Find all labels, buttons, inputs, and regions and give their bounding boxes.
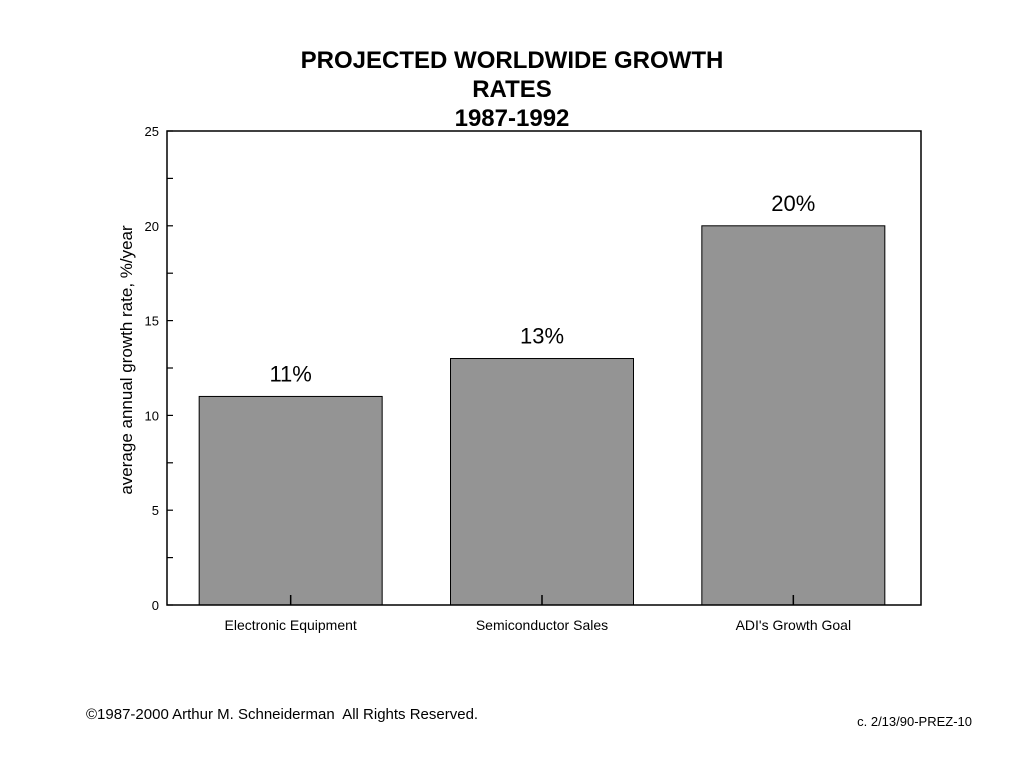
bar xyxy=(450,358,634,606)
y-axis-label: average annual growth rate, %/year xyxy=(117,225,136,495)
y-tick-label: 5 xyxy=(152,503,159,518)
chart-title-line-1: PROJECTED WORLDWIDE GROWTH xyxy=(300,47,724,74)
labels-layer: Electronic Equipment 11% Semiconductor Sal… xyxy=(145,124,852,633)
y-tick-label: 10 xyxy=(145,408,159,423)
data-label: 20% xyxy=(771,191,815,216)
y-tick-label: 25 xyxy=(145,124,159,139)
axes-layer xyxy=(167,130,795,606)
data-label: 11% xyxy=(269,361,311,386)
copyright-notice: ©1987-2000 Arthur M. Schneiderman All Ri… xyxy=(86,706,479,723)
x-tick-label: Semiconductor Sales xyxy=(476,617,608,633)
bars-layer xyxy=(198,225,886,606)
data-label: 13% xyxy=(520,324,564,349)
x-tick-label: ADI's Growth Goal xyxy=(736,617,852,633)
chart-title-line-2: RATES xyxy=(472,76,552,103)
y-tick-label: 20 xyxy=(145,219,159,234)
bar xyxy=(198,395,383,606)
x-tick-label: Electronic Equipment xyxy=(225,617,357,633)
chart-title-line-3: 1987-1992 xyxy=(454,105,570,132)
chart-title: PROJECTED WORLDWIDE GROWTH RATES 1987-19… xyxy=(212,46,812,133)
y-tick-label: 0 xyxy=(152,598,159,613)
bar xyxy=(701,225,886,606)
slide-code: c. 2/13/90-PREZ-10 xyxy=(857,714,972,729)
y-tick-label: 15 xyxy=(145,314,159,329)
